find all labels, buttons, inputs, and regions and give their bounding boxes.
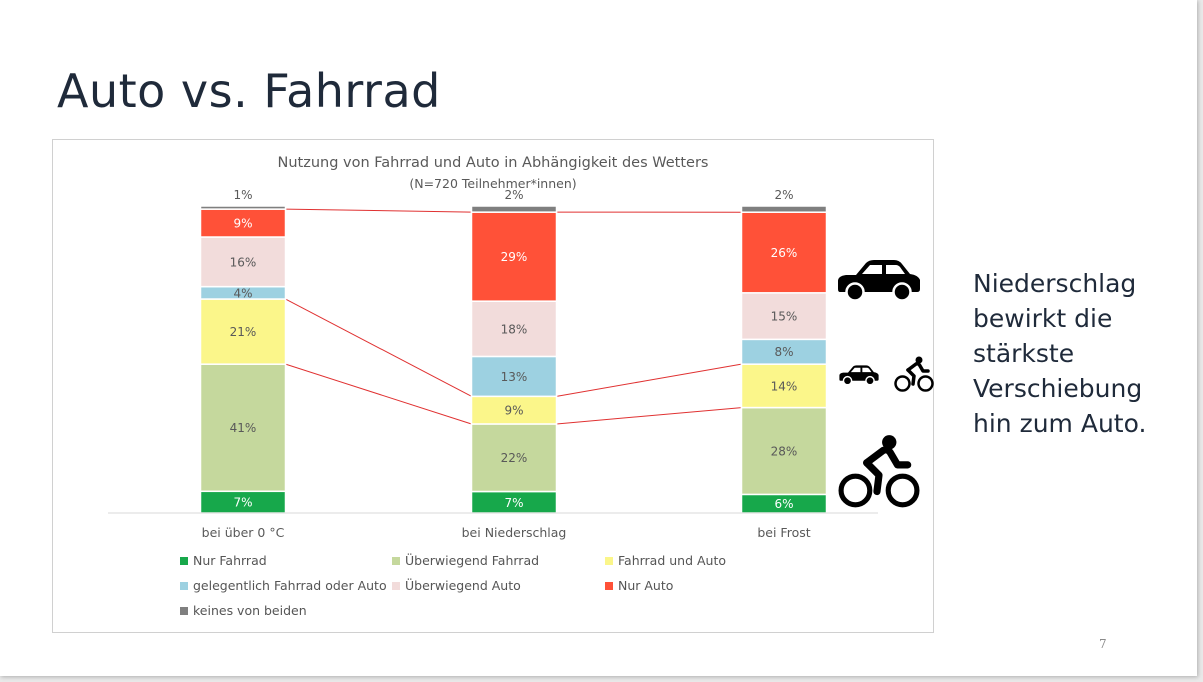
connector-line	[285, 363, 472, 425]
bar-segment	[199, 208, 287, 238]
legend-swatch	[180, 581, 188, 590]
chart-subtitle: (N=720 Teilnehmer*innen)	[409, 176, 576, 191]
bar-segment	[740, 211, 828, 294]
data-label: 7%	[233, 496, 252, 510]
legend-swatch	[605, 556, 613, 565]
data-label: 29%	[501, 250, 528, 264]
legend-item: Überwiegend Auto	[392, 578, 521, 593]
x-tick-label: bei Niederschlag	[462, 525, 567, 540]
chart-legend: Nur Fahrrad Überwiegend Fahrrad Fahrrad un…	[180, 553, 900, 628]
connector-line	[556, 363, 742, 397]
connector-lines	[285, 208, 742, 425]
legend-swatch	[605, 581, 613, 590]
data-label: 18%	[501, 322, 528, 336]
bar-segment	[470, 211, 558, 302]
data-label: 15%	[771, 310, 798, 324]
bar-segment	[199, 363, 287, 493]
legend-item: Nur Fahrrad	[180, 553, 267, 568]
car-icon	[838, 260, 920, 301]
data-label: 8%	[774, 345, 793, 359]
bar-segment	[470, 205, 558, 213]
bar-segment	[740, 363, 828, 409]
connector-line	[556, 407, 742, 425]
data-label: 28%	[771, 444, 798, 458]
chart-title: Nutzung von Fahrrad und Auto in Abhängig…	[278, 155, 709, 171]
data-label: 7%	[504, 496, 523, 510]
legend-item: gelegentlich Fahrrad oder Auto	[180, 578, 387, 593]
legend-swatch	[180, 606, 188, 615]
legend-item: Überwiegend Fahrrad	[392, 553, 539, 568]
legend-label: Überwiegend Auto	[405, 578, 521, 593]
bar-segment	[470, 395, 558, 425]
data-label: 22%	[501, 451, 528, 465]
side-note: Niederschlag bewirkt die stärkste Versch…	[973, 269, 1147, 438]
data-label: 2%	[504, 188, 523, 202]
connector-line	[285, 208, 472, 213]
legend-item: keines von beiden	[180, 603, 307, 618]
data-label: 26%	[771, 246, 798, 260]
bicycle-small-icon	[894, 356, 934, 392]
x-axis-labels: bei über 0 °C bei Niederschlag bei Frost	[202, 525, 811, 540]
bar-segment	[199, 236, 287, 288]
bar-stack-group: 7% 41% 21% 4% 16% 9% 1% 7% 22% 9% 13% 18% 29% 2% 6% 28%…	[199, 188, 828, 514]
legend-label: Nur Auto	[618, 578, 674, 593]
legend-item: Nur Auto	[605, 578, 673, 593]
bar-segment	[740, 292, 828, 341]
data-label: 16%	[230, 255, 257, 269]
bar-segment	[470, 300, 558, 358]
legend-label: Nur Fahrrad	[193, 553, 267, 568]
bar-segment	[470, 355, 558, 398]
legend-swatch	[392, 556, 400, 565]
data-label: 13%	[501, 370, 528, 384]
data-label: 4%	[233, 286, 252, 300]
page-number: 7	[1099, 637, 1107, 651]
x-tick-label: bei Frost	[757, 525, 810, 540]
legend-swatch	[392, 581, 400, 590]
data-label: 9%	[233, 217, 252, 231]
data-label: 21%	[230, 325, 257, 339]
x-tick-label: bei über 0 °C	[202, 525, 285, 540]
legend-label: Fahrrad und Auto	[618, 553, 727, 568]
bar-segment	[199, 298, 287, 365]
legend-item: Fahrrad und Auto	[605, 553, 726, 568]
bicycle-icon	[838, 435, 920, 508]
slide-title: Auto vs. Fahrrad	[57, 64, 441, 118]
connector-line	[285, 298, 472, 397]
bar-segment	[199, 205, 287, 210]
data-label: 6%	[774, 497, 793, 511]
data-label: 1%	[233, 188, 252, 202]
car-small-icon	[839, 365, 879, 385]
bar-segment	[740, 205, 828, 213]
bar-segment	[740, 406, 828, 496]
bar-segment	[470, 423, 558, 493]
data-label: 41%	[230, 421, 257, 435]
data-label: 9%	[504, 404, 523, 418]
legend-label: gelegentlich Fahrrad oder Auto	[193, 578, 387, 593]
data-label: 14%	[771, 379, 798, 393]
legend-label: Überwiegend Fahrrad	[405, 553, 540, 568]
legend-label: keines von beiden	[193, 603, 307, 618]
data-label: 2%	[774, 188, 793, 202]
legend-swatch	[180, 556, 188, 565]
